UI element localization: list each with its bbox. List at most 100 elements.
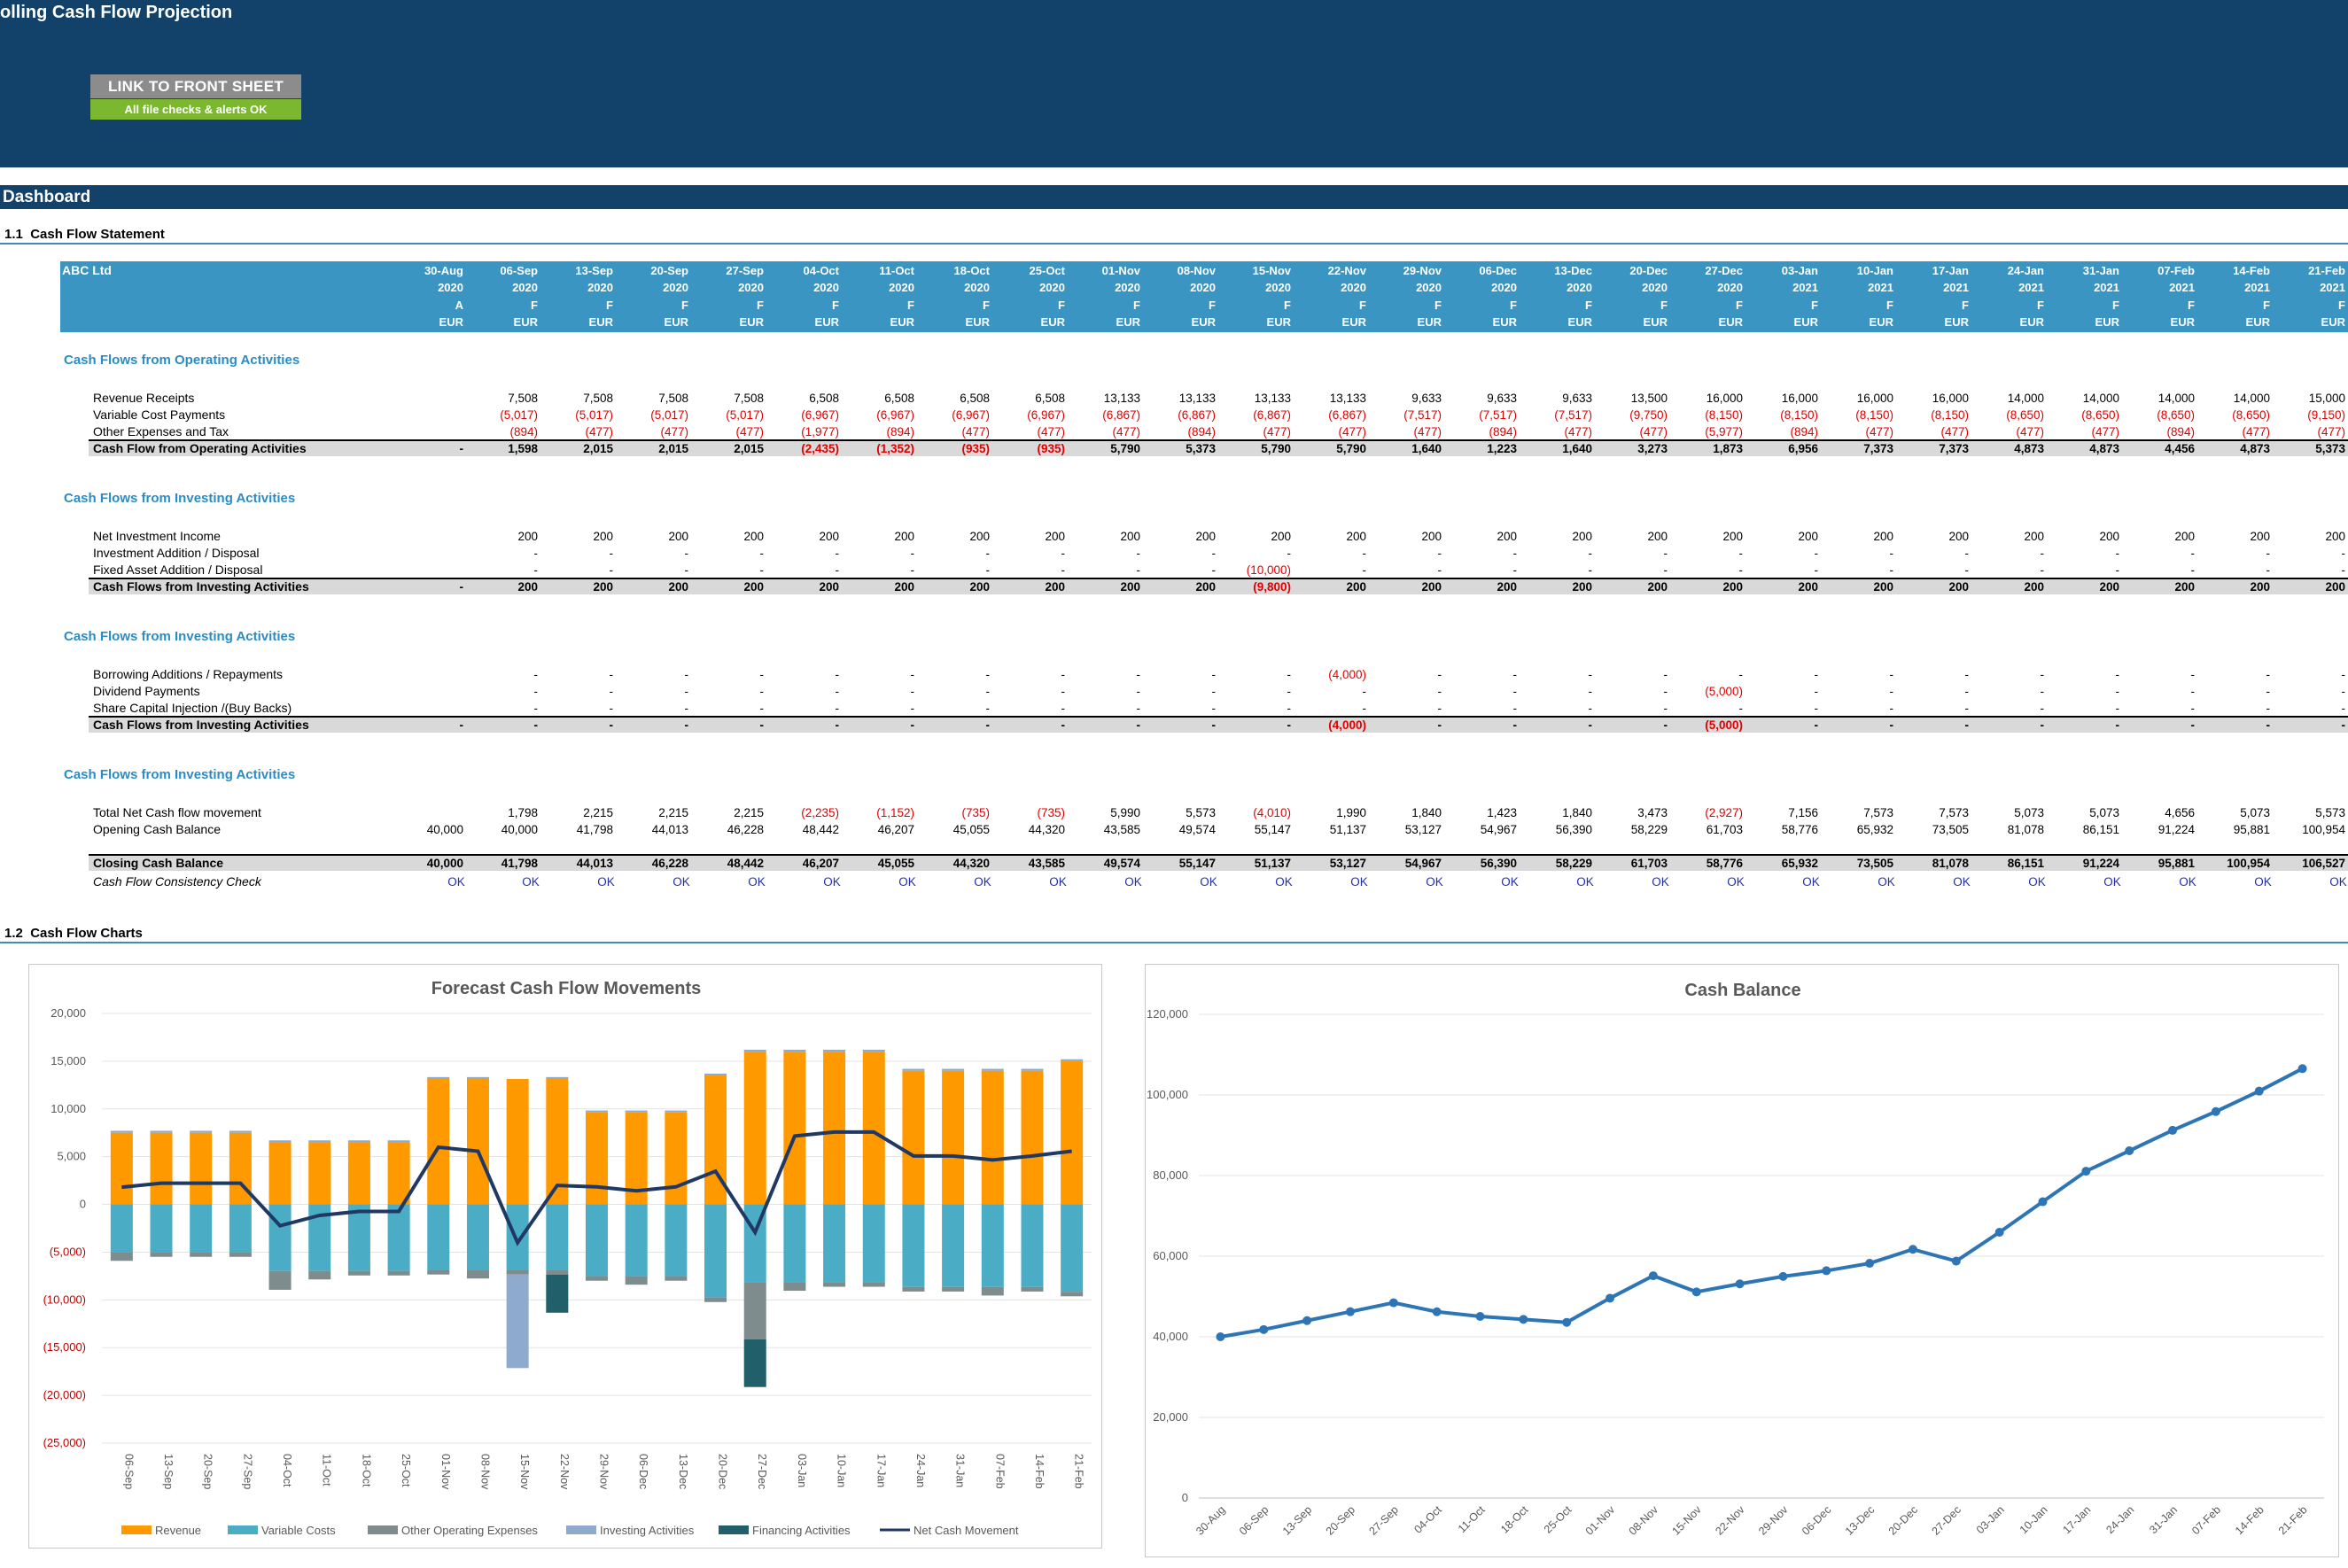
header-flag-cell: F bbox=[2188, 299, 2195, 312]
bar-investing-activities bbox=[823, 1049, 846, 1052]
header-flag-cell: F bbox=[832, 299, 839, 312]
table-cell: - bbox=[2266, 685, 2271, 698]
table-cell: (894) bbox=[2166, 425, 2195, 439]
total-cell: - bbox=[985, 718, 991, 732]
table-cell: - bbox=[2190, 563, 2196, 577]
table-cell: - bbox=[1663, 702, 1668, 715]
total-cell: 200 bbox=[2325, 580, 2345, 594]
total-cell: 56,390 bbox=[1480, 857, 1517, 870]
header-currency-cell: EUR bbox=[1492, 315, 1517, 329]
legend-swatch bbox=[368, 1525, 398, 1534]
total-row bbox=[89, 854, 2348, 871]
bar-revenue bbox=[981, 1070, 1004, 1205]
table-cell: - bbox=[2190, 685, 2196, 698]
header-date-cell: 27-Dec bbox=[1705, 264, 1743, 277]
table-cell: - bbox=[2040, 685, 2045, 698]
legend-label: Investing Activities bbox=[600, 1524, 695, 1537]
total-cell: (935) bbox=[1037, 442, 1065, 455]
total-cell: 44,013 bbox=[576, 857, 613, 870]
total-cell: 73,505 bbox=[1856, 857, 1893, 870]
total-cell: - bbox=[459, 718, 464, 732]
total-cell: 4,873 bbox=[2089, 442, 2119, 455]
table-cell: - bbox=[1061, 668, 1066, 681]
table-cell: - bbox=[1512, 547, 1518, 560]
x-tick-label: 27-Dec bbox=[1930, 1503, 1963, 1537]
table-cell: 200 bbox=[743, 530, 764, 543]
table-cell: - bbox=[1287, 685, 1292, 698]
table-cell: 46,207 bbox=[877, 823, 914, 836]
bar-other-operating-expenses bbox=[268, 1270, 292, 1290]
file-checks-status: All file checks & alerts OK bbox=[90, 99, 301, 120]
table-cell: - bbox=[2341, 563, 2346, 577]
y-tick-label: 100,000 bbox=[1147, 1088, 1188, 1101]
total-row-label: Cash Flows from Investing Activities bbox=[93, 579, 309, 594]
header-year-cell: 2020 bbox=[1416, 281, 1442, 294]
header-date-cell: 11-Oct bbox=[879, 264, 914, 277]
total-cell: 95,881 bbox=[2158, 857, 2195, 870]
header-year-cell: 2020 bbox=[1642, 281, 1668, 294]
header-currency-cell: EUR bbox=[1266, 315, 1291, 329]
total-cell: 200 bbox=[2024, 580, 2044, 594]
bar-investing-activities bbox=[862, 1049, 885, 1052]
section-number: 1.2 bbox=[4, 926, 23, 941]
x-tick-label: 27-Sep bbox=[1367, 1503, 1401, 1537]
table-cell: - bbox=[1136, 668, 1141, 681]
table-cell: - bbox=[1437, 702, 1442, 715]
table-cell: 14,000 bbox=[2233, 392, 2270, 405]
bar-revenue bbox=[110, 1132, 133, 1205]
bar-revenue bbox=[190, 1132, 213, 1205]
total-cell: (4,000) bbox=[1328, 718, 1366, 732]
check-ok-cell: OK bbox=[1200, 875, 1217, 889]
table-cell: - bbox=[609, 685, 614, 698]
table-cell: - bbox=[1889, 668, 1894, 681]
table-cell: 16,000 bbox=[1856, 392, 1893, 405]
table-cell: 200 bbox=[1195, 530, 1216, 543]
total-cell: 43,585 bbox=[1028, 857, 1065, 870]
header-date-cell: 08-Nov bbox=[1177, 264, 1216, 277]
x-tick-label: 20-Dec bbox=[1886, 1503, 1920, 1537]
table-cell: - bbox=[1512, 685, 1518, 698]
x-tick-label: 08-Nov bbox=[1627, 1503, 1661, 1538]
header-currency-cell: EUR bbox=[1040, 315, 1065, 329]
total-cell: 200 bbox=[1647, 580, 1668, 594]
table-cell: (4,010) bbox=[1253, 806, 1291, 819]
table-cell: - bbox=[1211, 702, 1217, 715]
x-tick-label: 07-Feb bbox=[2189, 1503, 2223, 1537]
table-cell: - bbox=[1889, 547, 1894, 560]
x-tick-label: 06-Dec bbox=[637, 1454, 649, 1489]
y-tick-label: (5,000) bbox=[50, 1245, 86, 1258]
header-date-cell: 13-Sep bbox=[575, 264, 613, 277]
bar-investing-activities bbox=[150, 1130, 173, 1133]
header-flag-cell: F bbox=[1585, 299, 1592, 312]
group-title: Cash Flows from Investing Activities bbox=[64, 767, 296, 782]
bar-financing-activities bbox=[546, 1274, 569, 1313]
table-cell: - bbox=[759, 685, 765, 698]
total-cell: 3,273 bbox=[1637, 442, 1668, 455]
table-cell: - bbox=[609, 668, 614, 681]
header-year-cell: 2021 bbox=[1868, 281, 1893, 294]
bar-investing-activities bbox=[466, 1076, 489, 1080]
total-cell: 200 bbox=[517, 580, 538, 594]
table-cell: (735) bbox=[961, 806, 990, 819]
table-cell: (6,867) bbox=[1253, 408, 1291, 422]
total-cell: - bbox=[2190, 718, 2196, 732]
total-row bbox=[89, 578, 2348, 594]
total-cell: 46,228 bbox=[651, 857, 688, 870]
table-cell: - bbox=[1588, 685, 1593, 698]
bar-other-operating-expenses bbox=[823, 1282, 846, 1287]
check-ok-cell: OK bbox=[1953, 875, 1971, 889]
row-label: Share Capital Injection /(Buy Backs) bbox=[93, 701, 292, 715]
header-currency-cell: EUR bbox=[1944, 315, 1969, 329]
link-to-front-sheet-button[interactable]: LINK TO FRONT SHEET bbox=[90, 74, 301, 98]
check-ok-cell: OK bbox=[1802, 875, 1820, 889]
table-cell: (5,017) bbox=[650, 408, 688, 422]
table-cell: 2,215 bbox=[583, 806, 613, 819]
row-label: Net Investment Income bbox=[93, 529, 221, 543]
table-cell: 95,881 bbox=[2233, 823, 2270, 836]
cash-balance-point bbox=[1691, 1287, 1701, 1297]
header-year-cell: 2020 bbox=[964, 281, 990, 294]
x-tick-label: 21-Feb bbox=[2276, 1503, 2310, 1537]
table-cell: (477) bbox=[1639, 425, 1668, 439]
table-cell: (8,150) bbox=[1855, 408, 1893, 422]
bar-financing-activities bbox=[743, 1339, 766, 1387]
